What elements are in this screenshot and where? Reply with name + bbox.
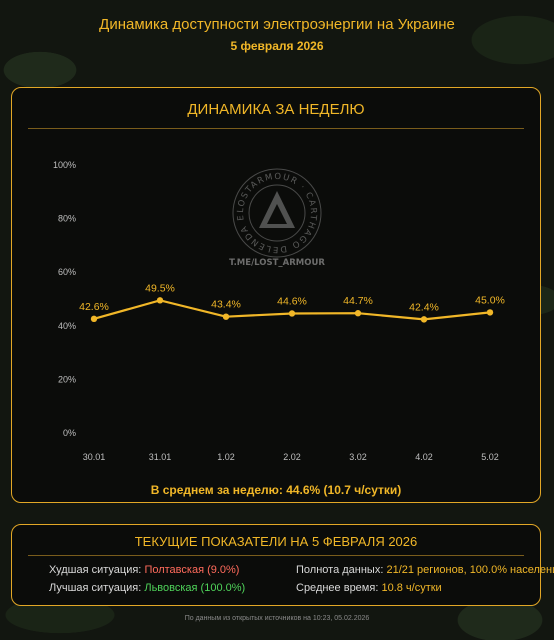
data-labels: 42.6% 49.5% 43.4% 44.6% 44.7% 42.4% 45.0% <box>79 282 505 313</box>
watermark-logo: LOSTARMOUR · CARTHAGO DELENDA EST · T.ME… <box>12 88 325 268</box>
data-point <box>420 316 428 323</box>
data-point <box>156 297 164 304</box>
y-tick-label: 0% <box>63 428 76 438</box>
watermark-url: T.ME/LOST_ARMOUR <box>229 258 325 268</box>
data-label: 44.7% <box>343 295 373 307</box>
current-panel-title: ТЕКУЩИЕ ПОКАЗАТЕЛИ НА 5 ФЕВРАЛЯ 2026 <box>134 534 418 549</box>
data-completeness: Полнота данных: 21/21 регионов, 100.0% н… <box>296 564 554 576</box>
weekly-panel-title: ДИНАМИКА ЗА НЕДЕЛЮ <box>187 101 365 118</box>
data-label: 42.4% <box>409 301 439 313</box>
page-date: 5 февраля 2026 <box>230 39 324 53</box>
source-footer: По данным из открытых источников на 10:2… <box>184 615 370 622</box>
page-title: Динамика доступности электроэнергии на У… <box>99 16 455 33</box>
data-point <box>288 310 296 317</box>
average-time-value: 10.8 ч/сутки <box>381 582 442 594</box>
x-axis: 30.01 31.01 1.02 2.02 3.02 4.02 5.02 <box>83 452 499 462</box>
data-completeness-label: Полнота данных: <box>296 564 384 576</box>
current-panel: ТЕКУЩИЕ ПОКАЗАТЕЛИ НА 5 ФЕВРАЛЯ 2026 Худ… <box>11 524 554 606</box>
y-tick-label: 80% <box>58 214 76 224</box>
x-tick-label: 2.02 <box>283 452 301 462</box>
worst-situation: Худшая ситуация: Полтавская (9.0%) <box>49 564 239 576</box>
weekly-panel-divider <box>28 128 524 129</box>
data-label: 45.0% <box>475 294 505 306</box>
data-label: 42.6% <box>79 301 109 313</box>
current-panel-divider <box>28 555 524 556</box>
worst-situation-value: Полтавская (9.0%) <box>144 564 240 576</box>
x-tick-label: 3.02 <box>349 452 367 462</box>
data-point <box>90 315 98 323</box>
x-tick-label: 4.02 <box>415 452 433 462</box>
data-point <box>486 309 494 316</box>
y-tick-label: 100% <box>53 160 76 170</box>
x-tick-label: 5.02 <box>481 452 499 462</box>
best-situation-label: Лучшая ситуация: <box>49 582 142 594</box>
y-tick-label: 60% <box>58 267 76 277</box>
data-point <box>222 313 230 320</box>
line-chart: LOSTARMOUR · CARTHAGO DELENDA EST · T.ME… <box>12 88 505 462</box>
y-axis: 0% 20% 40% 60% 80% 100% <box>53 160 76 438</box>
weekly-panel: ДИНАМИКА ЗА НЕДЕЛЮ LOSTARMOUR · CARTHAGO… <box>11 87 541 503</box>
watermark-ring-text: LOSTARMOUR · CARTHAGO DELENDA EST · <box>12 88 317 254</box>
x-tick-label: 30.01 <box>83 452 106 462</box>
x-tick-label: 1.02 <box>217 452 235 462</box>
svg-text:LOSTARMOUR · CARTHAGO DELENDA: LOSTARMOUR · CARTHAGO DELENDA EST · <box>12 88 318 254</box>
data-completeness-value: 21/21 регионов, 100.0% населения <box>386 564 554 576</box>
weekly-average: В среднем за неделю: 44.6% (10.7 ч/сутки… <box>150 483 402 497</box>
data-point <box>354 310 362 317</box>
best-situation: Лучшая ситуация: Львовская (100.0%) <box>49 582 245 594</box>
data-label: 43.4% <box>211 299 241 311</box>
y-tick-label: 40% <box>58 321 76 331</box>
best-situation-value: Львовская (100.0%) <box>144 582 246 594</box>
worst-situation-label: Худшая ситуация: <box>49 564 142 576</box>
data-label: 49.5% <box>145 282 175 294</box>
data-points <box>90 297 494 323</box>
y-tick-label: 20% <box>58 374 76 384</box>
x-tick-label: 31.01 <box>149 452 172 462</box>
average-time-label: Среднее время: <box>296 582 379 594</box>
average-time: Среднее время: 10.8 ч/сутки <box>296 582 442 594</box>
data-label: 44.6% <box>277 295 307 307</box>
